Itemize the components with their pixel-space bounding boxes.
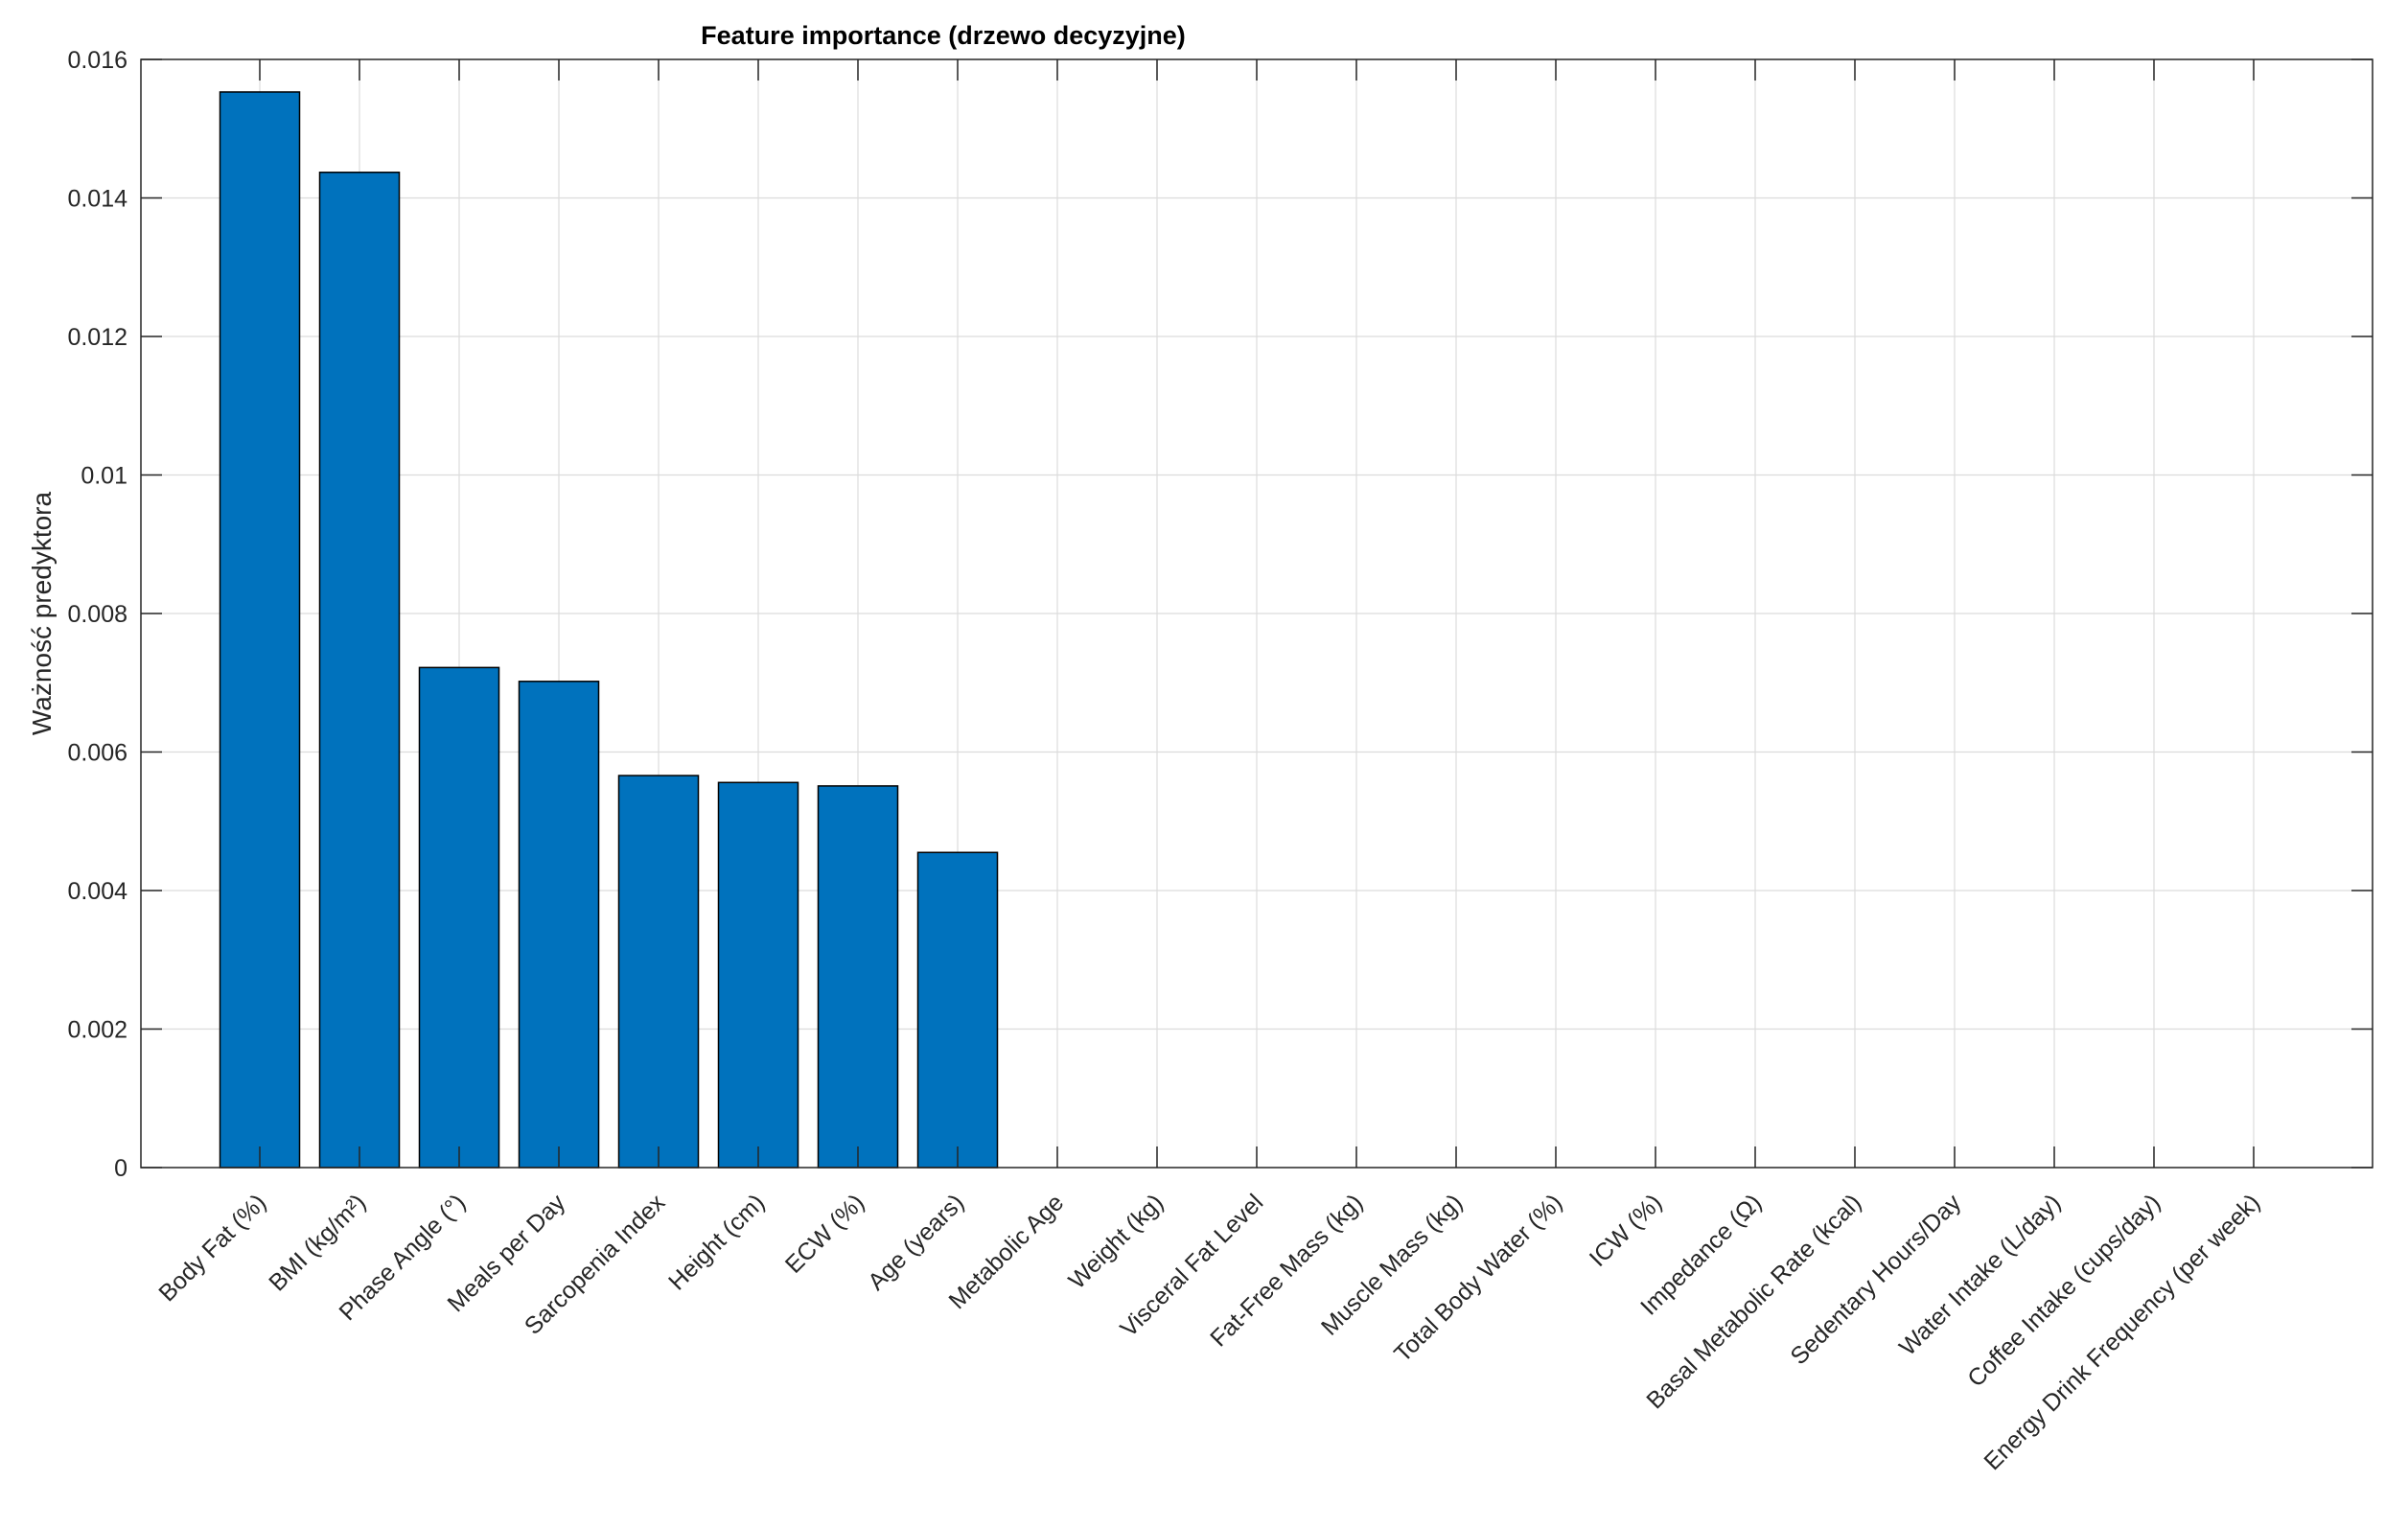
y-tick-labels: 0 0.002 0.004 0.006 0.008 0.01 0.012 0.014 0.016 [67, 47, 127, 1182]
bar [717, 781, 799, 1169]
bar [817, 785, 899, 1169]
x-tick-label: Height (cm) [663, 1189, 770, 1295]
x-tick-label: Basal Metabolic Rate (kcal) [1641, 1189, 1866, 1414]
bar [617, 775, 700, 1169]
x-tick-label: Weight (kg) [1063, 1189, 1169, 1294]
bar [916, 851, 999, 1169]
tick-marks [141, 58, 2373, 1169]
x-tick-label: ICW (%) [1585, 1189, 1668, 1272]
y-tick-label: 0.008 [67, 601, 127, 628]
y-axis-label: Ważność predyktora [27, 491, 57, 735]
x-tick-label: Coffee Intake (cups/day) [1962, 1189, 2165, 1392]
x-tick-labels: Body Fat (%)BMI (kg/m²)Phase Angle (°)Me… [153, 1189, 2265, 1475]
y-tick-label: 0 [114, 1155, 127, 1182]
bars [219, 91, 999, 1169]
y-tick-label: 0.012 [67, 324, 127, 351]
x-tick-label: BMI (kg/m²) [264, 1189, 371, 1296]
x-tick-label: Total Body Water (%) [1389, 1189, 1567, 1367]
bar [318, 172, 401, 1169]
bar [518, 681, 600, 1169]
bar [418, 666, 500, 1169]
x-tick-label: Age (years) [863, 1189, 969, 1295]
bar [219, 91, 301, 1169]
y-tick-label: 0.002 [67, 1017, 127, 1044]
chart-title: Feature importance (drzewo decyzyjne) [701, 21, 1186, 50]
y-tick-label: 0.004 [67, 878, 127, 905]
y-tick-label: 0.01 [81, 463, 127, 490]
x-tick-label: ECW (%) [780, 1189, 869, 1278]
y-tick-label: 0.006 [67, 740, 127, 767]
y-tick-label: 0.016 [67, 47, 127, 74]
x-tick-label: Water Intake (L/day) [1894, 1189, 2066, 1360]
y-tick-label: 0.014 [67, 186, 127, 213]
x-tick-label: Body Fat (%) [153, 1189, 271, 1307]
x-tick-label: Sedentary Hours/Day [1785, 1189, 1966, 1370]
